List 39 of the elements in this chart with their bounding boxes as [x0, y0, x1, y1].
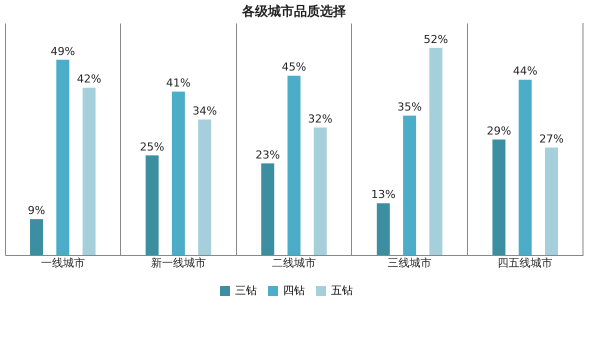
data-label: 49%	[50, 44, 76, 58]
data-label: 41%	[166, 76, 191, 90]
data-label: 29%	[486, 124, 512, 138]
bar	[492, 139, 506, 255]
data-label: 52%	[424, 32, 448, 46]
bar	[518, 80, 532, 255]
bar	[261, 163, 274, 255]
legend-label: 五钻	[331, 284, 353, 297]
x-tick-label: 四五线城市	[498, 256, 553, 270]
bar	[56, 60, 70, 255]
data-label: 9%	[28, 204, 46, 218]
legend-label: 四钻	[283, 284, 305, 297]
data-label: 13%	[371, 188, 396, 202]
bar	[146, 155, 159, 255]
bar	[172, 92, 185, 255]
bar	[403, 116, 416, 255]
data-label: 42%	[76, 72, 102, 86]
legend-label: 三钻	[235, 284, 257, 297]
bar	[314, 128, 327, 255]
data-label: 34%	[192, 104, 217, 118]
x-tick-label: 一线城市	[40, 256, 85, 270]
data-label: 23%	[256, 148, 280, 162]
bar	[288, 76, 300, 255]
x-tick-label: 二线城市	[272, 256, 316, 270]
data-label: 44%	[512, 64, 538, 78]
data-label: 45%	[282, 60, 306, 74]
chart-title: 各级城市品质选择	[241, 4, 346, 20]
bar	[376, 203, 390, 255]
data-label: 27%	[539, 132, 564, 146]
data-label: 25%	[140, 140, 164, 154]
bar	[429, 48, 442, 255]
data-label: 32%	[308, 112, 332, 126]
bar	[82, 88, 96, 255]
x-tick-label: 新一线城市	[150, 256, 206, 270]
bar	[198, 120, 212, 255]
x-tick-label: 三线城市	[388, 256, 432, 270]
bar	[30, 219, 44, 255]
data-label: 35%	[397, 100, 422, 114]
bar	[544, 147, 558, 255]
